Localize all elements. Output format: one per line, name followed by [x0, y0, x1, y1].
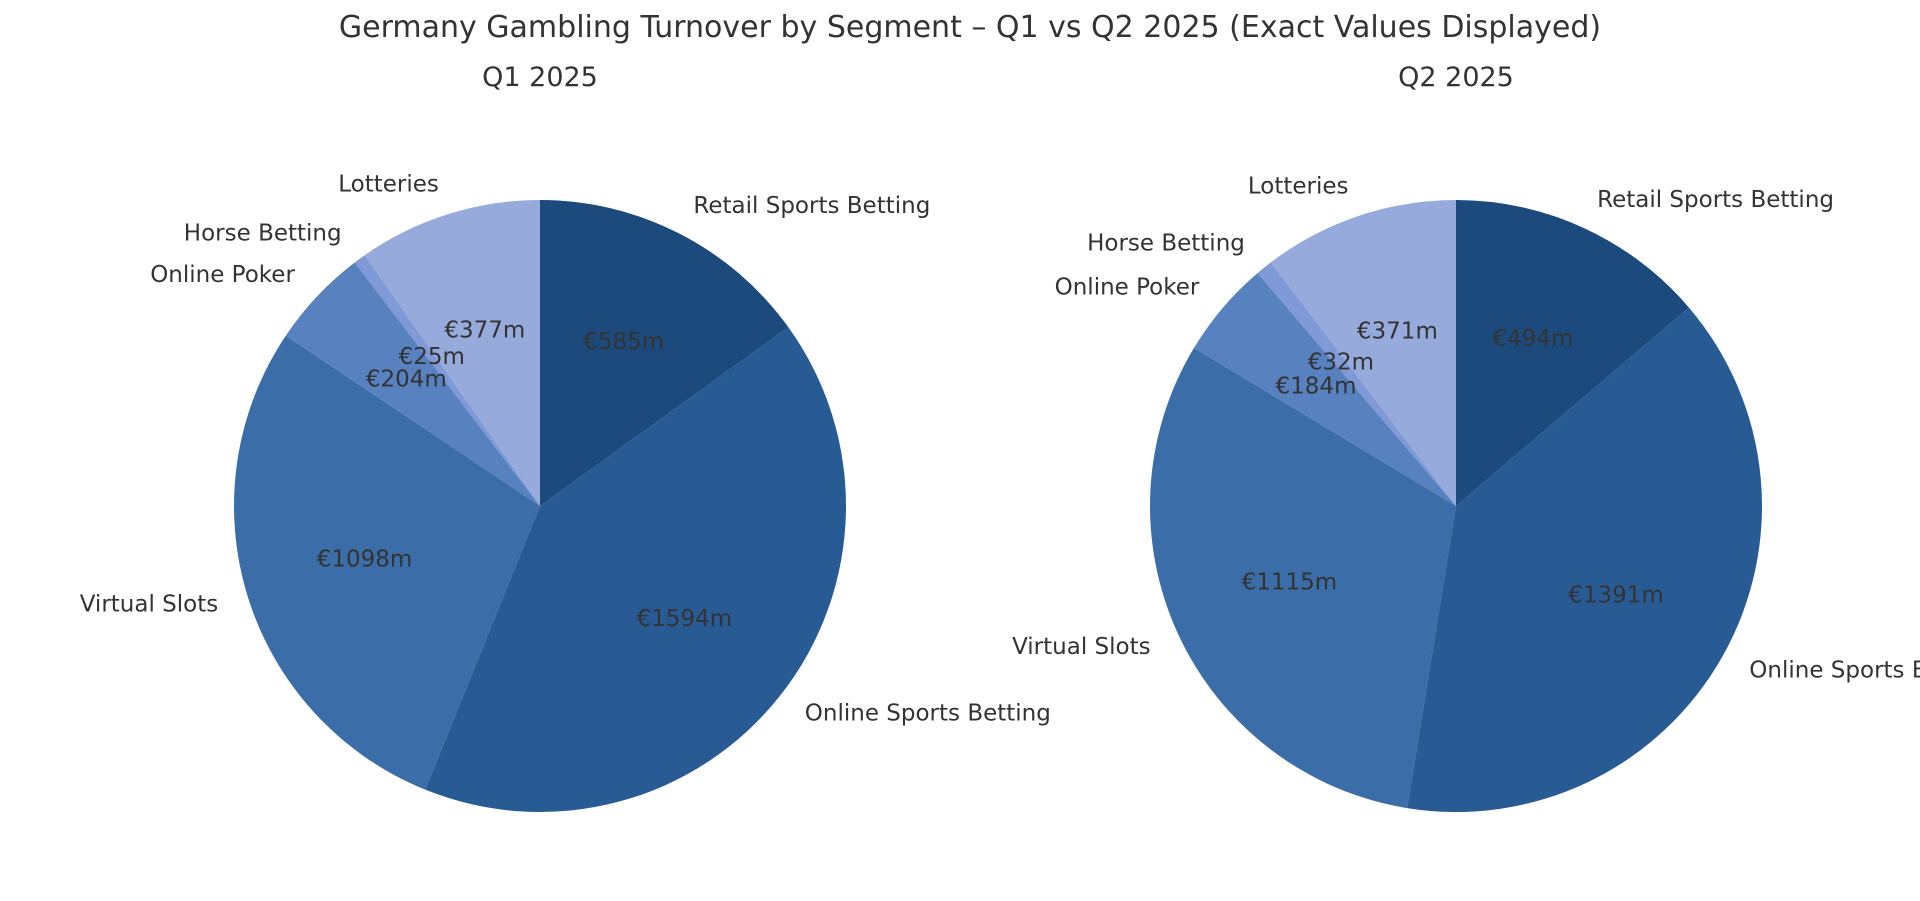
pie-slice-q2-online-poker: [1193, 273, 1456, 506]
pie-label-q1-horse-betting: Horse Betting: [184, 221, 342, 247]
pie-slice-q2-virtual-slots: [1150, 347, 1456, 809]
pie-value-q2-virtual-slots: €1115m: [1242, 570, 1338, 596]
pie-slice-q1-online-poker: [285, 262, 540, 506]
pie-label-q2-online-poker: Online Poker: [1055, 275, 1200, 301]
pie-subtitle-q2: Q2 2025: [1398, 62, 1514, 93]
pie-slices-q1: [234, 200, 846, 812]
pie-value-q2-online-poker: €184m: [1276, 374, 1357, 400]
pie-slices-q2: [1150, 200, 1762, 812]
pie-slice-q1-online-sports-betting: [425, 327, 846, 812]
pie-slice-q1-lotteries: [364, 200, 540, 506]
pie-value-q1-horse-betting: €25m: [399, 344, 465, 370]
pie-labels-q1: Lotteries €377m Horse Betting €25m Online Po…: [80, 171, 1051, 726]
pie-slice-q1-retail-sports-betting: [540, 200, 789, 506]
pie-slice-q1-horse-betting: [354, 255, 540, 506]
pie-slice-q2-horse-betting: [1257, 262, 1456, 506]
pie-value-q2-lotteries: €371m: [1357, 319, 1438, 345]
pie-label-q1-retail-sports-betting: Retail Sports Betting: [693, 193, 930, 219]
pie-label-q2-retail-sports-betting: Retail Sports Betting: [1597, 187, 1834, 213]
pie-label-q2-virtual-slots: Virtual Slots: [1012, 634, 1151, 660]
pie-label-q1-virtual-slots: Virtual Slots: [80, 591, 219, 617]
pie-value-q2-retail-sports-betting: €494m: [1493, 326, 1574, 352]
pie-subtitle-q1: Q1 2025: [482, 62, 598, 93]
pie-value-q1-virtual-slots: €1098m: [317, 546, 413, 572]
pie-value-q1-online-sports-betting: €1594m: [637, 606, 733, 632]
pie-slice-q1-virtual-slots: [234, 335, 541, 790]
pie-value-q1-online-poker: €204m: [366, 367, 447, 393]
pie-label-q2-lotteries: Lotteries: [1248, 174, 1349, 200]
pie-value-q2-online-sports-betting: €1391m: [1568, 583, 1664, 609]
pie-slice-q2-online-sports-betting: [1407, 307, 1762, 812]
pie-label-q1-online-poker: Online Poker: [150, 262, 295, 288]
pie-chart-q2: Q2 2025 Lotteries €371m Horse Betting €32m O…: [1012, 62, 1920, 812]
pie-value-q1-retail-sports-betting: €585m: [583, 329, 664, 355]
pie-label-q1-lotteries: Lotteries: [338, 171, 439, 197]
pie-chart-q1: Q1 2025 Lotteries €377m Horse Betting €25m O…: [80, 62, 1051, 812]
pie-label-q2-horse-betting: Horse Betting: [1087, 230, 1245, 256]
pie-label-q1-online-sports-betting: Online Sports Betting: [805, 700, 1051, 726]
pie-value-q1-lotteries: €377m: [444, 317, 525, 343]
chart-title: Germany Gambling Turnover by Segment – Q…: [339, 10, 1601, 45]
pie-labels-q2: Lotteries €371m Horse Betting €32m Online Po…: [1012, 174, 1920, 684]
pie-slice-q2-retail-sports-betting: [1456, 200, 1689, 506]
pie-slice-q2-lotteries: [1270, 200, 1456, 506]
pie-label-q2-online-sports-betting: Online Sports Betting: [1749, 658, 1920, 684]
pie-value-q2-horse-betting: €32m: [1308, 349, 1374, 375]
